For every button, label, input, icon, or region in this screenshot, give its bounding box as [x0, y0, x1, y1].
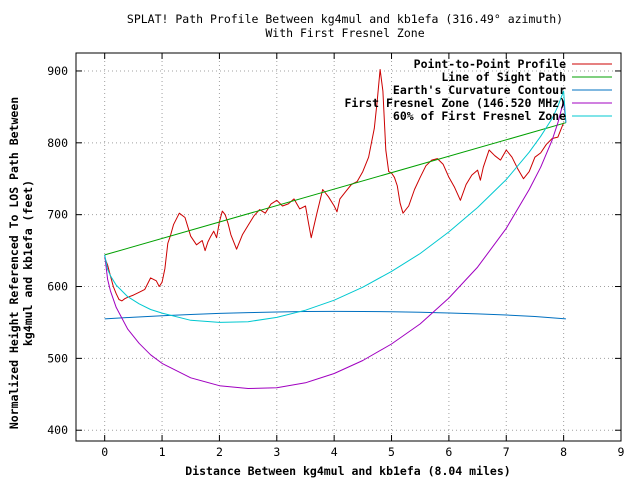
y-tick-label: 400 — [47, 423, 68, 437]
x-tick-label: 5 — [388, 445, 395, 459]
x-tick-label: 9 — [618, 445, 625, 459]
plot-frame — [75, 52, 622, 442]
x-tick-label: 7 — [503, 445, 510, 459]
x-tick-label: 4 — [331, 445, 338, 459]
series-line-point-to-point-profile — [104, 69, 565, 302]
legend-label-first-fresnel-zone-146-520-mhz: First Fresnel Zone (146.520 MHz) — [344, 96, 566, 110]
x-tick-label: 6 — [445, 445, 452, 459]
series-line-earth-s-curvature-contour — [104, 310, 566, 320]
y-tick-label: 700 — [47, 208, 68, 222]
y-tick-label: 600 — [47, 280, 68, 294]
y-tick-label: 900 — [47, 64, 68, 78]
x-tick-label: 0 — [101, 445, 108, 459]
chart-title: SPLAT! Path Profile Between kg4mul and k… — [127, 12, 563, 26]
x-tick-label: 1 — [159, 445, 166, 459]
series-line-line-of-sight-path — [104, 122, 567, 256]
x-tick-label: 8 — [560, 445, 567, 459]
series-layer — [104, 69, 567, 389]
y-tick-label: 800 — [47, 136, 68, 150]
y-tick-label: 500 — [47, 351, 68, 365]
chart-subtitle: With First Fresnel Zone — [265, 26, 424, 40]
x-tick-label: 2 — [216, 445, 223, 459]
legend-label-point-to-point-profile: Point-to-Point Profile — [414, 57, 566, 71]
axis-layer: 0 1 2 3 4 5 6 7 8 9 400 500 600 700 800 900 — [47, 53, 625, 459]
y-axis-label-line2: kg4mul and kb1efa (feet) — [21, 180, 35, 346]
x-tick-label: 3 — [273, 445, 280, 459]
x-axis-label: Distance Between kg4mul and kb1efa (8.04… — [185, 464, 510, 478]
legend-label-earth-s-curvature-contour: Earth's Curvature Contour — [393, 83, 566, 97]
series-line-60-of-first-fresnel-zone — [104, 90, 567, 323]
series-line-first-fresnel-zone-146-520-mhz — [104, 100, 567, 389]
y-axis-label-line1: Normalized Height Referenced To LOS Path… — [7, 97, 21, 429]
legend-label-line-of-sight-path: Line of Sight Path — [441, 70, 566, 84]
legend-label-60-of-first-fresnel-zone: 60% of First Fresnel Zone — [393, 109, 566, 123]
